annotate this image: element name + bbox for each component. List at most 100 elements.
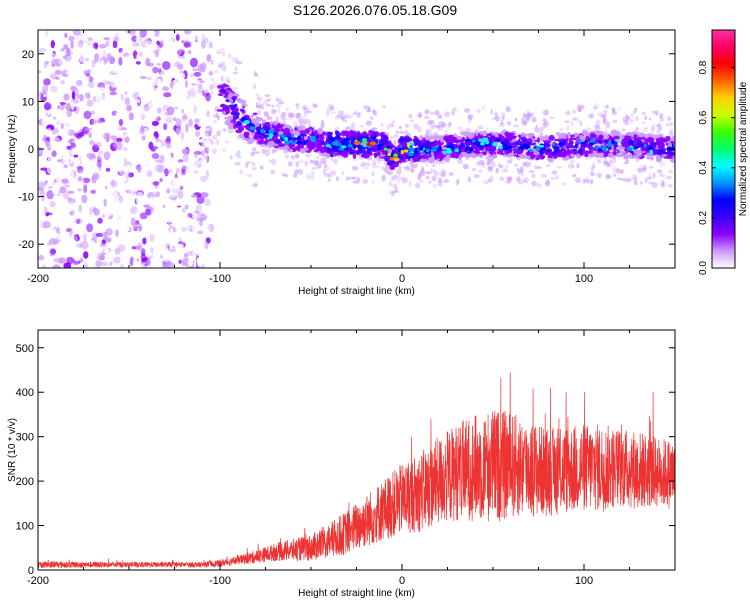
spectrogram-cell xyxy=(70,101,75,111)
spectrogram-cell xyxy=(542,120,549,127)
spectrogram-cell xyxy=(236,154,242,160)
spectrogram-cell xyxy=(278,98,283,102)
spectrogram-cell xyxy=(371,110,375,113)
spectrogram-cell xyxy=(126,104,133,112)
spectrogram-cell xyxy=(115,88,124,96)
spectrogram-cell xyxy=(58,245,64,254)
spectrogram-cell xyxy=(592,162,596,169)
spectrogram-cell xyxy=(217,93,224,97)
spectrogram-cell xyxy=(68,190,75,194)
spectrogram-cell xyxy=(295,112,302,119)
spectrogram-cell xyxy=(215,112,219,117)
spectrogram-cell xyxy=(264,150,271,157)
spectrogram-cell xyxy=(648,181,655,185)
spectrogram-cell xyxy=(220,103,225,108)
spectrogram-cell xyxy=(188,155,196,164)
spectrogram-cell xyxy=(342,119,348,123)
spectrogram-cell xyxy=(224,76,231,83)
spectrogram-cell xyxy=(460,139,465,143)
spectrogram-cell xyxy=(506,159,513,164)
spectrogram-cell xyxy=(348,114,353,119)
spectrogram-cell xyxy=(658,138,663,145)
spectrogram-cell xyxy=(134,233,140,240)
spectrogram-cell xyxy=(78,230,85,239)
spectrogram-cell xyxy=(387,152,392,157)
spectrogram-cell xyxy=(126,117,132,125)
spectrogram-cell xyxy=(291,154,295,161)
spectrogram-cell xyxy=(103,143,108,152)
spectrogram-cell xyxy=(165,71,174,80)
spectrogram-cell xyxy=(350,176,356,180)
spectrogram-cell xyxy=(219,61,226,66)
spectrogram-cell xyxy=(277,107,281,113)
spectrogram-cell xyxy=(193,71,202,77)
spectrogram-cell xyxy=(163,38,170,44)
spectrogram-cell xyxy=(473,174,480,179)
spectrogram-cell xyxy=(251,114,255,118)
spectrogram-cell xyxy=(49,90,55,96)
spectrogram-cell xyxy=(609,159,613,164)
spectrogram-cell xyxy=(136,60,141,65)
spectrogram-cell xyxy=(165,143,172,149)
spectrogram-cell xyxy=(106,161,113,165)
spectrogram-cell xyxy=(607,161,614,168)
spectrogram-cell xyxy=(88,75,94,83)
spectrogram-cell xyxy=(548,134,555,141)
spectrogram-cell xyxy=(93,141,102,148)
spectrogram-cell xyxy=(360,161,367,167)
spectrogram-cell xyxy=(644,115,648,120)
spectrogram-cell xyxy=(394,134,399,138)
spectrogram-cell xyxy=(260,164,263,170)
spectrogram-cell xyxy=(118,47,123,54)
spectrogram-cell xyxy=(366,109,371,113)
spectrogram-cell xyxy=(264,94,271,98)
spectrogram-cell xyxy=(46,235,52,239)
spectrogram-ytick-label: 10 xyxy=(22,96,34,108)
spectrogram-cell xyxy=(435,125,441,129)
spectrogram-cell xyxy=(596,158,602,162)
spectrogram-cell xyxy=(544,134,549,141)
spectrogram-cell xyxy=(524,145,531,149)
spectrogram-cell xyxy=(387,170,393,176)
colorbar-label: Normalized spectral amplitude xyxy=(738,81,749,216)
spectrogram-cell xyxy=(117,126,124,131)
spectrogram-cell xyxy=(203,84,212,93)
spectrogram-cell xyxy=(142,170,151,179)
spectrogram-cell xyxy=(57,234,66,241)
spectrogram-cell xyxy=(648,165,654,169)
spectrogram-cell xyxy=(628,139,634,144)
spectrogram-cell xyxy=(60,80,66,85)
spectrogram-cell xyxy=(156,78,162,85)
spectrogram-cell xyxy=(149,209,158,216)
spectrogram-cell xyxy=(233,123,237,130)
spectrogram-cell xyxy=(291,130,299,133)
spectrogram-cell xyxy=(320,123,325,129)
spectrogram-cell xyxy=(421,154,429,159)
spectrogram-peak xyxy=(393,157,400,162)
spectrogram-cell xyxy=(382,175,386,182)
spectrogram-cell xyxy=(447,121,452,128)
spectrogram-cell xyxy=(104,237,112,243)
spectrogram-cell xyxy=(260,128,264,134)
spectrogram-cell xyxy=(407,167,411,171)
spectrogram-cell xyxy=(207,130,212,137)
spectrogram-cell xyxy=(85,127,92,131)
spectrogram-cell xyxy=(577,119,581,123)
spectrogram-cell xyxy=(641,111,646,116)
spectrogram-cell xyxy=(38,181,46,191)
spectrogram-cell xyxy=(96,70,105,77)
spectrogram-cell xyxy=(47,86,53,95)
spectrogram-cell xyxy=(294,169,299,174)
spectrogram-cell xyxy=(613,173,617,177)
spectrogram-cell xyxy=(44,102,51,111)
spectrogram-cell xyxy=(39,249,46,253)
spectrogram-cell xyxy=(175,94,179,102)
spectrogram-cell xyxy=(619,169,624,174)
spectrogram-cell xyxy=(143,66,152,71)
spectrogram-cell xyxy=(65,102,71,111)
spectrogram-cell xyxy=(348,151,355,155)
spectrogram-cell xyxy=(165,137,170,142)
spectrogram-cell xyxy=(168,248,177,253)
spectrogram-cell xyxy=(423,115,430,120)
spectrogram-cell xyxy=(430,111,435,115)
